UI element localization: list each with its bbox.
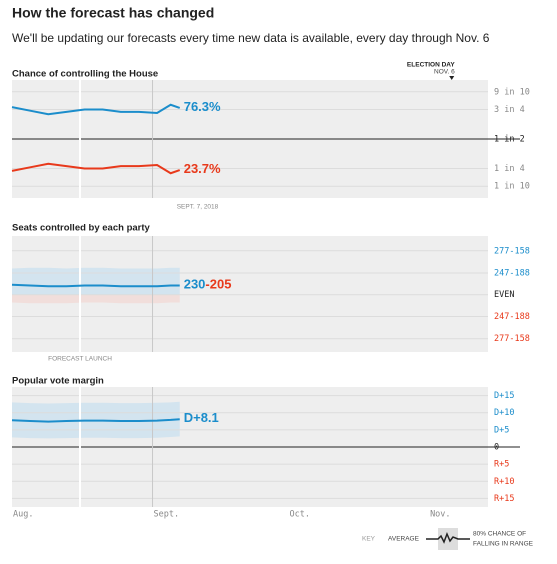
latest-date-label: SEPT. 7, 2018: [177, 204, 219, 211]
x-tick-label: Oct.: [290, 510, 310, 520]
chart-title: Seats controlled by each party: [12, 223, 151, 234]
range-band: [12, 294, 180, 304]
key-line-swatch: [426, 531, 470, 544]
y-tick-label: R+15: [494, 494, 514, 504]
y-tick-label: 247-188: [494, 312, 530, 322]
line: [11, 418, 180, 423]
y-tick-label: 1 in 4: [494, 164, 525, 174]
key-range-line2: FALLING IN RANGE: [473, 541, 534, 548]
y-tick-label: D+10: [494, 408, 514, 418]
chart-title: Chance of controlling the House: [12, 69, 158, 80]
y-tick-label: EVEN: [494, 290, 514, 300]
y-tick-label: 1 in 2: [494, 135, 525, 145]
election-day-marker: [449, 76, 455, 80]
election-day-label: ELECTION DAY: [407, 62, 455, 69]
x-tick-label: Nov.: [430, 510, 450, 520]
key-range-line1: 80% CHANCE OF: [473, 531, 526, 538]
key-title: KEY: [362, 536, 376, 543]
key-range-swatch: [438, 528, 458, 550]
value-label-text: 230: [184, 277, 206, 292]
y-tick-label: D+5: [494, 425, 509, 435]
y-tick-label: 1 in 10: [494, 182, 530, 192]
y-tick-label: R+5: [494, 460, 509, 470]
election-day-date: NOV. 6: [434, 69, 455, 76]
y-tick-label: 277-158: [494, 246, 530, 256]
line: [11, 283, 180, 288]
y-tick-label: R+10: [494, 477, 514, 487]
chart-title: Popular vote margin: [12, 376, 104, 387]
y-tick-label: 9 in 10: [494, 87, 530, 97]
page-subtitle: We'll be updating our forecasts every ti…: [12, 31, 490, 45]
rep-value-label: -205: [205, 277, 231, 292]
range-band: [12, 267, 180, 295]
y-tick-label: D+15: [494, 391, 514, 401]
x-tick-label: Sept.: [154, 510, 180, 520]
y-tick-label: 3 in 4: [494, 105, 525, 115]
launch-label: FORECAST LAUNCH: [48, 356, 112, 363]
value-label-text: 76.3%: [184, 99, 221, 114]
page-title: How the forecast has changed: [12, 5, 214, 21]
line: [11, 162, 181, 175]
value-label: 230-205: [184, 277, 232, 292]
y-tick-label: 0: [494, 443, 499, 453]
key-average: AVERAGE: [388, 536, 420, 543]
value-label-text: D+8.1: [184, 411, 219, 426]
value-label: 76.3%: [184, 99, 221, 114]
value-label: 23.7%: [184, 161, 221, 176]
y-tick-label: 247-188: [494, 268, 530, 278]
value-label-text: 23.7%: [184, 161, 221, 176]
line: [11, 103, 181, 116]
value-label: D+8.1: [184, 411, 219, 426]
y-tick-label: 277-158: [494, 334, 530, 344]
x-tick-label: Aug.: [13, 510, 33, 520]
